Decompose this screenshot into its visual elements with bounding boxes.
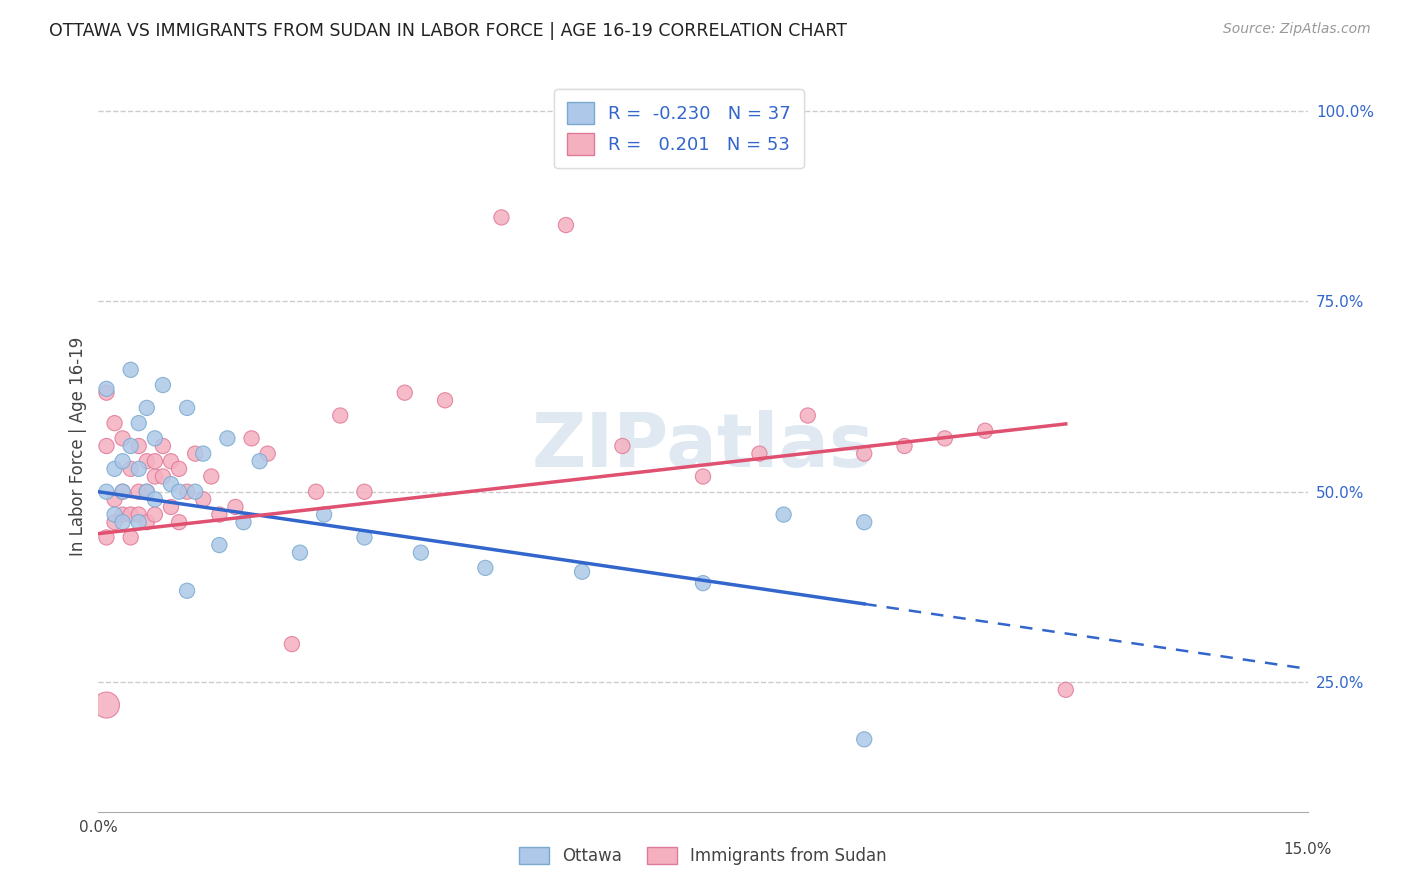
Point xyxy=(111,515,134,529)
Point xyxy=(128,484,150,499)
Point xyxy=(120,439,142,453)
Point xyxy=(224,500,246,514)
Point xyxy=(208,538,231,552)
Point xyxy=(974,424,997,438)
Point xyxy=(167,484,190,499)
Point xyxy=(120,508,142,522)
Point xyxy=(111,508,134,522)
Point xyxy=(160,500,183,514)
Point xyxy=(232,515,254,529)
Point xyxy=(353,484,375,499)
Point xyxy=(612,439,634,453)
Point xyxy=(143,508,166,522)
Point xyxy=(167,515,190,529)
Point xyxy=(128,439,150,453)
Point xyxy=(152,469,174,483)
Point xyxy=(200,469,222,483)
Point xyxy=(193,447,215,461)
Point xyxy=(772,508,794,522)
Point xyxy=(111,484,134,499)
Point xyxy=(143,431,166,445)
Point xyxy=(184,447,207,461)
Point xyxy=(853,515,876,529)
Point xyxy=(111,484,134,499)
Point xyxy=(281,637,304,651)
Point xyxy=(249,454,271,468)
Point xyxy=(474,561,496,575)
Point xyxy=(96,484,118,499)
Point xyxy=(434,393,457,408)
Point xyxy=(571,565,593,579)
Point xyxy=(314,508,336,522)
Point xyxy=(491,211,513,225)
Point xyxy=(103,508,125,522)
Point xyxy=(143,492,166,507)
Point xyxy=(143,469,166,483)
Point xyxy=(217,431,239,445)
Point xyxy=(103,462,125,476)
Point xyxy=(176,401,198,415)
Text: OTTAWA VS IMMIGRANTS FROM SUDAN IN LABOR FORCE | AGE 16-19 CORRELATION CHART: OTTAWA VS IMMIGRANTS FROM SUDAN IN LABOR… xyxy=(49,22,848,40)
Point xyxy=(120,462,142,476)
Point xyxy=(240,431,263,445)
Legend: R =  -0.230   N = 37, R =   0.201   N = 53: R = -0.230 N = 37, R = 0.201 N = 53 xyxy=(554,89,804,168)
Point xyxy=(893,439,915,453)
Point xyxy=(193,492,215,507)
Point xyxy=(394,385,416,400)
Point xyxy=(128,508,150,522)
Point xyxy=(692,576,714,591)
Point xyxy=(128,462,150,476)
Point xyxy=(111,431,134,445)
Point xyxy=(692,469,714,483)
Point xyxy=(135,484,157,499)
Text: ZIPatlas: ZIPatlas xyxy=(531,409,875,483)
Point xyxy=(176,484,198,499)
Point xyxy=(96,382,118,396)
Point xyxy=(934,431,956,445)
Point xyxy=(208,508,231,522)
Point xyxy=(160,454,183,468)
Point xyxy=(128,416,150,430)
Point xyxy=(135,454,157,468)
Point xyxy=(160,477,183,491)
Point xyxy=(748,447,770,461)
Point xyxy=(353,530,375,544)
Text: Source: ZipAtlas.com: Source: ZipAtlas.com xyxy=(1223,22,1371,37)
Point xyxy=(111,454,134,468)
Point xyxy=(120,363,142,377)
Point xyxy=(135,515,157,529)
Point xyxy=(853,447,876,461)
Point xyxy=(143,454,166,468)
Point xyxy=(167,462,190,476)
Point xyxy=(152,439,174,453)
Point xyxy=(152,378,174,392)
Point xyxy=(329,409,352,423)
Point xyxy=(176,583,198,598)
Point xyxy=(256,447,278,461)
Point xyxy=(96,530,118,544)
Point xyxy=(103,416,125,430)
Legend: Ottawa, Immigrants from Sudan: Ottawa, Immigrants from Sudan xyxy=(509,837,897,875)
Point xyxy=(797,409,820,423)
Point xyxy=(1054,682,1077,697)
Point xyxy=(96,439,118,453)
Point xyxy=(135,484,157,499)
Y-axis label: In Labor Force | Age 16-19: In Labor Force | Age 16-19 xyxy=(69,336,87,556)
Point xyxy=(103,492,125,507)
Point xyxy=(555,218,578,232)
Point xyxy=(135,401,157,415)
Point xyxy=(120,530,142,544)
Point xyxy=(103,515,125,529)
Point xyxy=(409,546,432,560)
Point xyxy=(288,546,311,560)
Text: 15.0%: 15.0% xyxy=(1284,842,1331,857)
Point xyxy=(96,698,118,712)
Point xyxy=(184,484,207,499)
Point xyxy=(853,732,876,747)
Point xyxy=(305,484,328,499)
Point xyxy=(128,515,150,529)
Point xyxy=(96,385,118,400)
